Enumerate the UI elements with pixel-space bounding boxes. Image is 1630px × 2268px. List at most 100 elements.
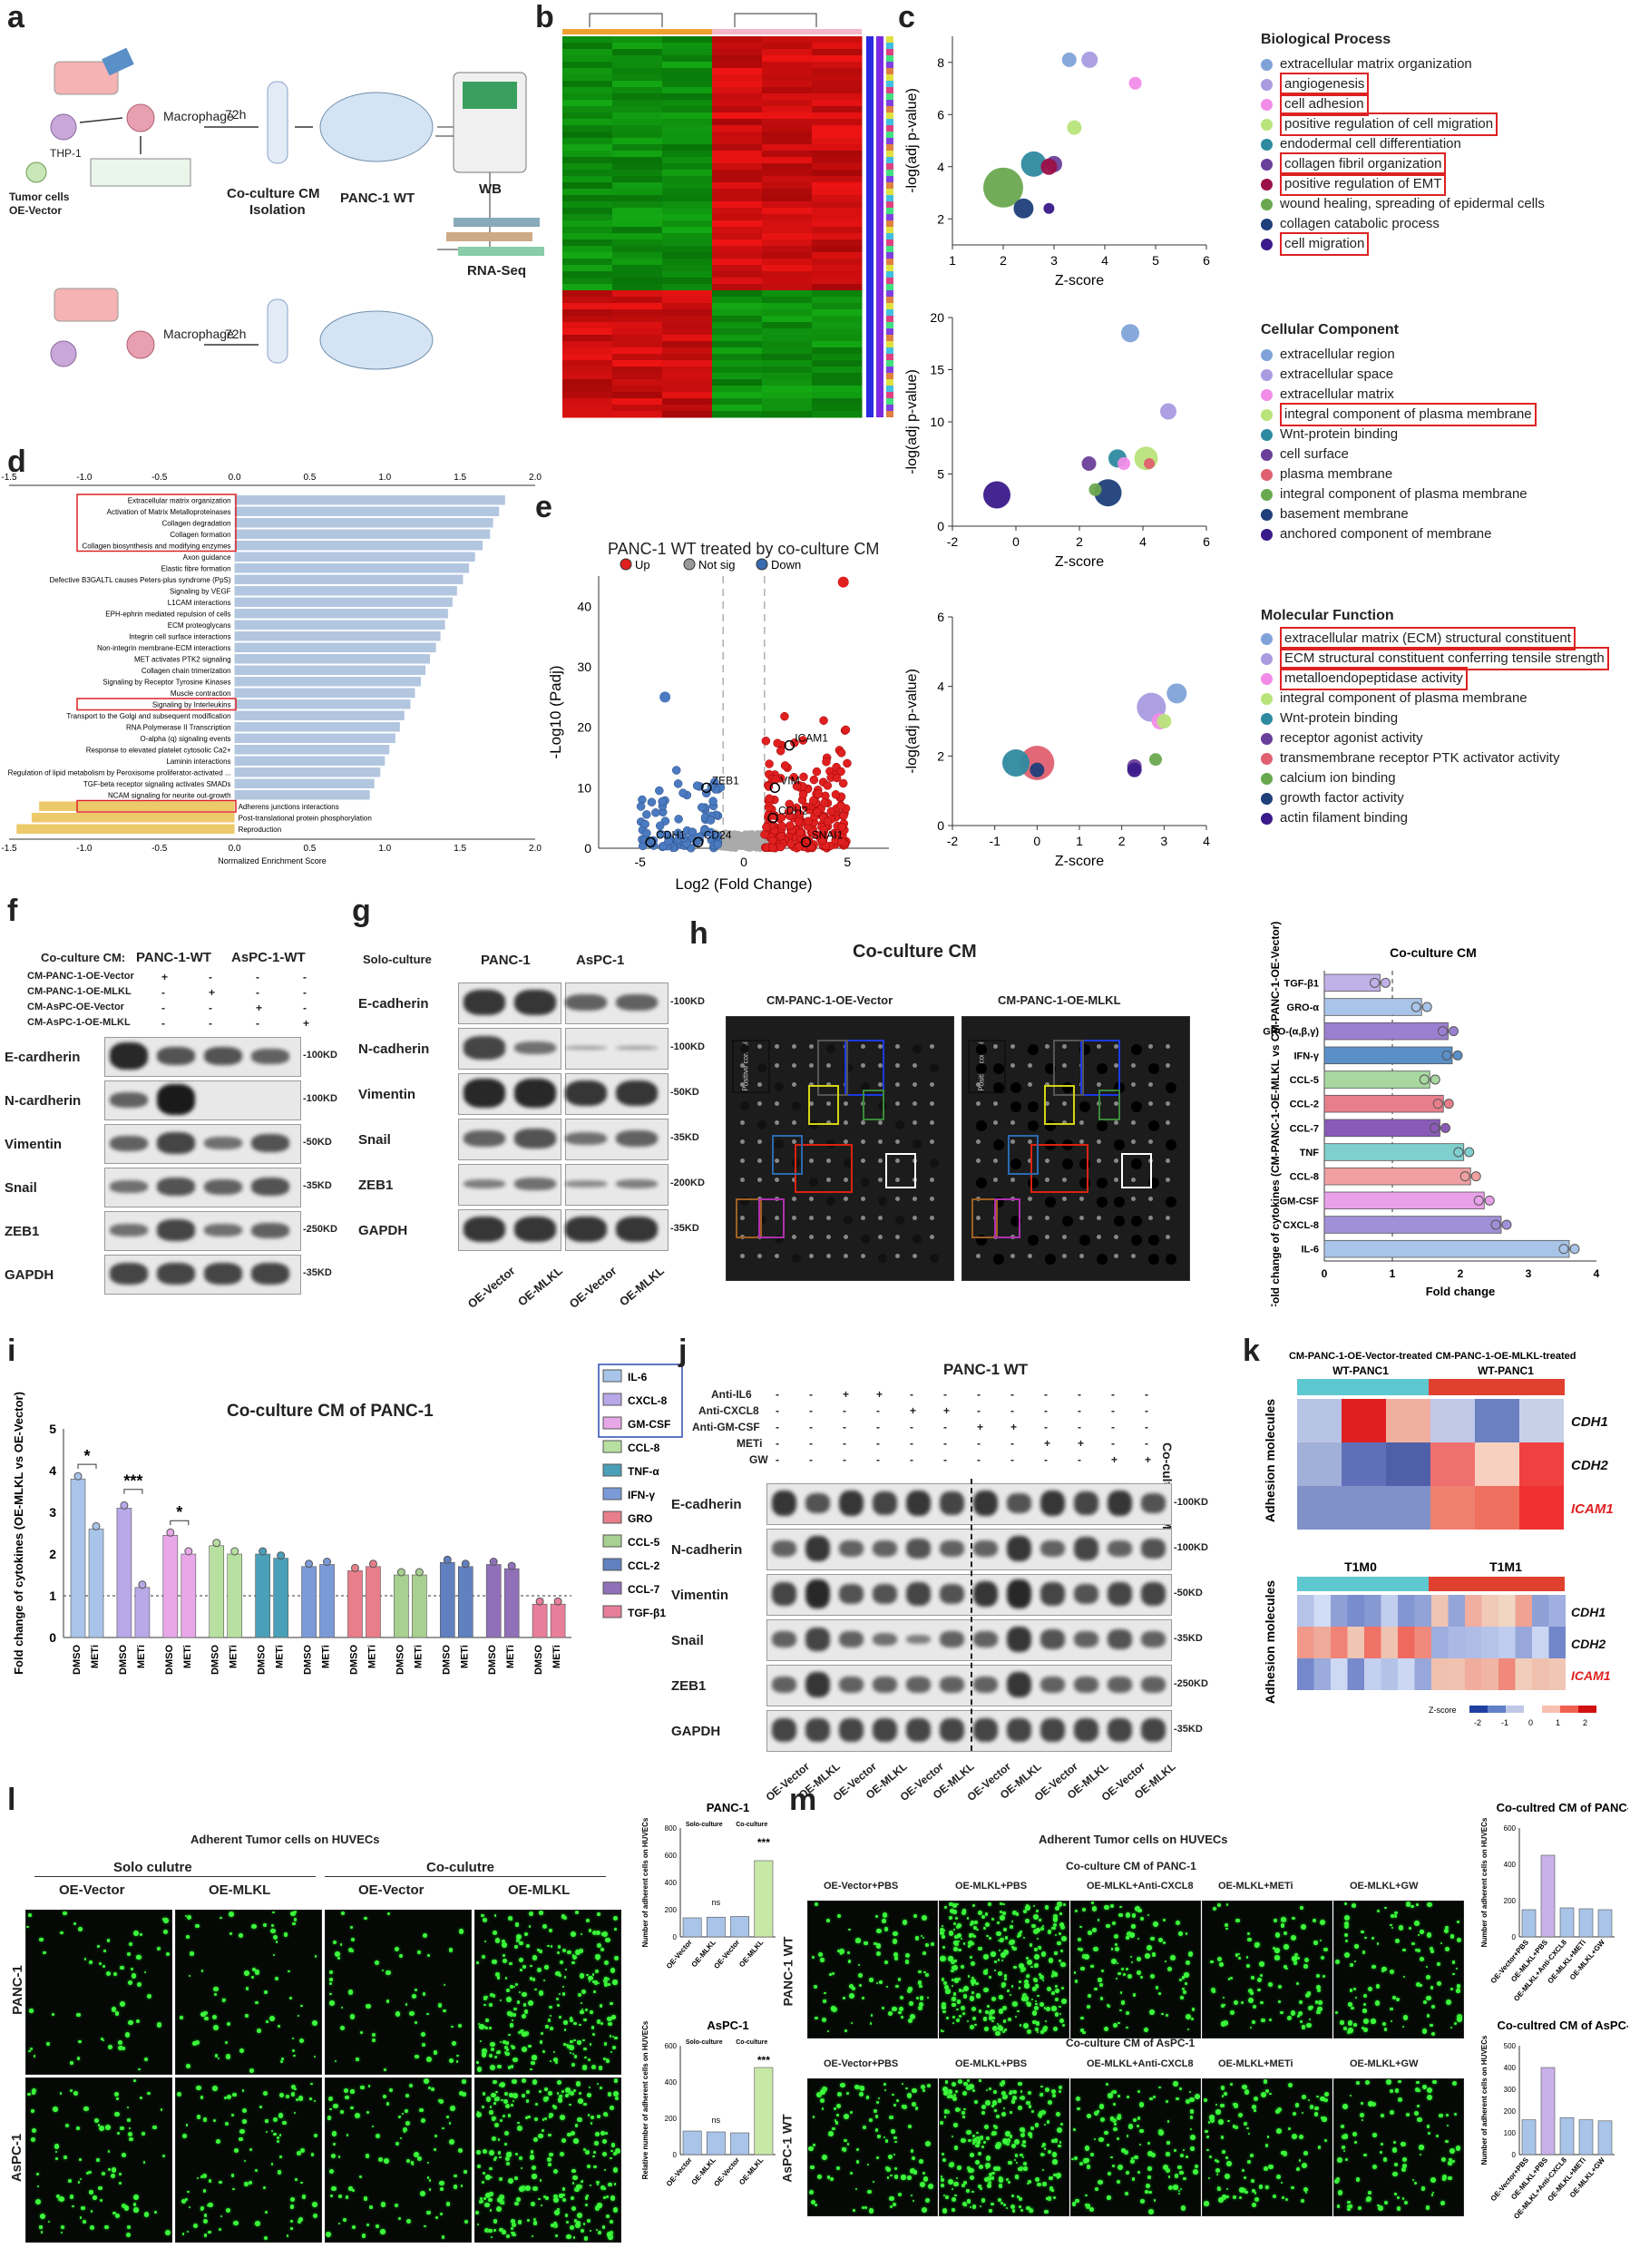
heatmap-cell	[762, 233, 813, 240]
category-label: CXCL-8	[1283, 1220, 1319, 1231]
panel-b-label: b	[535, 0, 554, 34]
cell-dot	[189, 2206, 191, 2209]
cell-dot	[883, 2083, 887, 2087]
cell-dot	[1084, 1954, 1089, 1960]
cell-dot	[1426, 1996, 1431, 2001]
heatmap-cell	[712, 195, 763, 202]
panel-g: g Solo-culture PANC-1 AsPC-1 E-cadherin -…	[345, 894, 705, 1320]
cell-dot	[1002, 1911, 1006, 1915]
cell-dot	[1149, 2009, 1156, 2016]
cell-dot	[1028, 2105, 1031, 2108]
protein-band	[514, 989, 556, 1016]
cell-dot	[213, 1987, 219, 1992]
protein-band	[157, 1177, 195, 1197]
cell-dot	[985, 1968, 989, 1970]
cell-dot	[243, 2159, 246, 2163]
blot-row-label: GAPDH	[671, 1724, 721, 1739]
cell-dot	[538, 2197, 541, 2201]
cell-dot	[530, 2149, 534, 2154]
treatment-sign: -	[1078, 1388, 1081, 1401]
heatmap-cell	[662, 379, 713, 386]
cell-dot	[1178, 2189, 1181, 2193]
bar	[1578, 2119, 1594, 2156]
heatmap-cell	[762, 55, 813, 63]
point-up	[843, 758, 852, 768]
cell-dot	[1061, 2023, 1066, 2028]
dendrogram-top-right	[734, 13, 817, 27]
cell-dot	[1073, 2156, 1079, 2161]
cell-dot	[1060, 1936, 1067, 1942]
cell-dot	[1431, 2004, 1436, 2009]
cell-dot	[1105, 2082, 1109, 2086]
cell-dot	[571, 2052, 574, 2055]
cell-dot	[1035, 2021, 1040, 2026]
cell-dot	[497, 2064, 502, 2069]
cell-dot	[495, 2090, 498, 2093]
heatmap-cell	[812, 125, 863, 132]
cell-dot	[1402, 2015, 1409, 2020]
cell-dot	[1445, 2139, 1449, 2144]
heatmap-cell	[1381, 1595, 1398, 1627]
gsea-term-label: Defective B3GALTL causes Peters-plus syn…	[49, 576, 230, 584]
heatmap-cell	[562, 62, 613, 69]
heatmap-cell	[1297, 1658, 1314, 1690]
cell-dot	[1396, 2206, 1401, 2211]
bar	[1521, 1909, 1537, 1938]
cell-dot	[882, 1919, 886, 1923]
bar	[1540, 1854, 1556, 1938]
heatmap-cell	[662, 309, 713, 317]
gsea-bar	[234, 688, 415, 698]
protein-band	[973, 1540, 998, 1557]
array-spot	[930, 1044, 934, 1049]
heatmap-cell	[562, 373, 613, 380]
cell-dot	[556, 2092, 560, 2095]
cell-dot	[824, 1999, 827, 2002]
cytokine-highlight-box	[808, 1085, 839, 1125]
ns-label: ns	[712, 1898, 721, 1907]
heatmap-cell	[1414, 1595, 1431, 1627]
heatmap-cell	[762, 125, 813, 132]
array-spot	[844, 1254, 848, 1258]
cell-dot	[1238, 2113, 1244, 2118]
protein-band	[565, 1216, 607, 1243]
legend-dot-icon	[1261, 348, 1273, 361]
array-spot	[895, 1101, 900, 1106]
heatmap-cell	[712, 214, 763, 221]
heatmap-cell	[712, 379, 763, 386]
bubble	[1030, 762, 1045, 777]
cell-dot	[394, 2204, 398, 2208]
cell-dot	[1052, 2159, 1058, 2165]
cell-dot	[454, 2174, 457, 2178]
cell-dot	[1189, 2109, 1194, 2114]
cell-dot	[907, 2125, 912, 2128]
protein-band	[251, 1177, 289, 1197]
cell-dot	[139, 1932, 142, 1936]
cell-dot	[603, 2186, 606, 2190]
heatmap-cell	[662, 246, 713, 253]
cell-dot	[893, 2153, 896, 2156]
cell-dot	[1115, 1978, 1118, 1980]
cell-dot	[259, 2106, 262, 2109]
cell-dot	[1290, 2010, 1296, 2017]
array-spot	[1010, 1254, 1015, 1258]
cell-dot	[1239, 2187, 1244, 2193]
cell-dot	[1019, 2024, 1022, 2027]
cell-dot	[564, 2214, 569, 2217]
cell-dot	[116, 2097, 119, 2100]
cell-dot	[507, 2178, 513, 2184]
array-spot	[993, 1178, 998, 1182]
cell-dot	[1042, 1925, 1045, 1928]
treatment-sign: -	[1145, 1437, 1148, 1450]
array-spot	[792, 1216, 796, 1220]
cell-dot	[90, 2225, 95, 2231]
cell-dot	[350, 1938, 356, 1942]
sig-label: ***	[757, 2054, 770, 2067]
bar	[1323, 1191, 1485, 1210]
cell-dot	[1112, 2090, 1117, 2095]
cell-dot	[608, 2021, 612, 2027]
array-spot	[1131, 1254, 1136, 1258]
bubble	[1043, 202, 1055, 214]
cell-dot	[493, 2122, 500, 2128]
cell-dot	[825, 1918, 830, 1922]
gsea-bar	[234, 699, 411, 709]
